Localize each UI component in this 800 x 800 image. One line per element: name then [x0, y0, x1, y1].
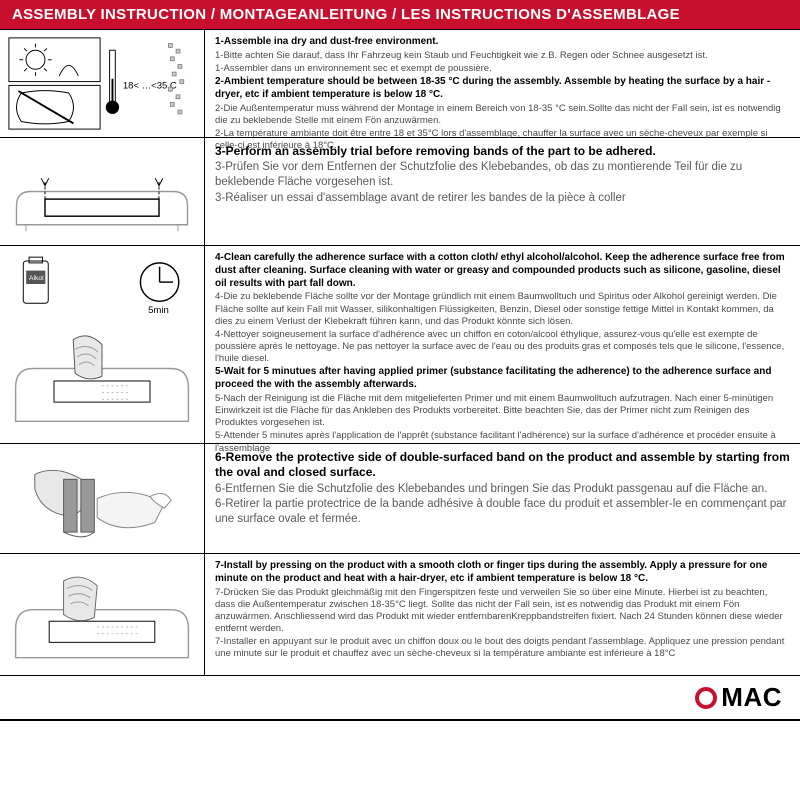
- instruction-line: 3-Réaliser un essai d'assemblage avant d…: [215, 191, 790, 206]
- instruction-line: 1-Assemble ina dry and dust-free environ…: [215, 36, 790, 49]
- instruction-line: 6-Retirer la partie protectrice de la ba…: [215, 497, 790, 526]
- instruction-row: 18< …<35 C 1-Assemble ina dry and dust-f…: [0, 30, 800, 138]
- instruction-row: 6-Remove the protective side of double-s…: [0, 444, 800, 554]
- instruction-row: Alkol 5min 4-Clean carefully the adheren…: [0, 246, 800, 444]
- instruction-line: 4-Clean carefully the adherence surface …: [215, 252, 790, 290]
- brand-logo: MAC: [695, 682, 782, 713]
- instruction-thumb: [0, 554, 205, 675]
- svg-text:Alkol: Alkol: [29, 275, 44, 282]
- instruction-text: 3-Perform an assembly trial before remov…: [205, 138, 800, 245]
- instruction-row: 7-Install by pressing on the product wit…: [0, 554, 800, 676]
- instruction-thumb: [0, 138, 205, 245]
- instruction-line: 4-Nettoyer soigneusement la surface d'ad…: [215, 329, 790, 365]
- header-title: ASSEMBLY INSTRUCTION / MONTAGEANLEITUNG …: [12, 6, 680, 23]
- instruction-text: 4-Clean carefully the adherence surface …: [205, 246, 800, 443]
- svg-text:5min: 5min: [148, 305, 169, 316]
- instruction-line: 3-Prüfen Sie vor dem Entfernen der Schut…: [215, 160, 790, 189]
- instruction-line: 1-Bitte achten Sie darauf, dass Ihr Fahr…: [215, 50, 790, 62]
- logo-text: MAC: [721, 682, 782, 713]
- instruction-thumb: Alkol 5min: [0, 246, 205, 443]
- footer: MAC: [0, 676, 800, 717]
- instruction-line: 3-Perform an assembly trial before remov…: [215, 144, 790, 159]
- instruction-line: 2-Ambient temperature should be between …: [215, 76, 790, 102]
- instruction-line: 5-Wait for 5 minutues after having appli…: [215, 366, 790, 392]
- instruction-rows: 18< …<35 C 1-Assemble ina dry and dust-f…: [0, 29, 800, 676]
- instruction-line: 5-Nach der Reinigung ist die Fläche mit …: [215, 393, 790, 429]
- instruction-row: 3-Perform an assembly trial before remov…: [0, 138, 800, 246]
- instruction-thumb: 18< …<35 C: [0, 30, 205, 137]
- instruction-text: 7-Install by pressing on the product wit…: [205, 554, 800, 675]
- logo-circle-icon: [695, 687, 717, 709]
- instruction-line: 4-Die zu beklebende Fläche sollte vor de…: [215, 291, 790, 327]
- header-bar: ASSEMBLY INSTRUCTION / MONTAGEANLEITUNG …: [0, 0, 800, 29]
- instruction-line: 1-Assembler dans un environnement sec et…: [215, 63, 790, 75]
- instruction-line: 6-Remove the protective side of double-s…: [215, 450, 790, 481]
- instruction-line: 6-Entfernen Sie die Schutzfolie des Kleb…: [215, 482, 790, 497]
- instruction-line: 2-Die Außentemperatur muss während der M…: [215, 103, 790, 127]
- instruction-text: 1-Assemble ina dry and dust-free environ…: [205, 30, 800, 137]
- instruction-line: 7-Installer en appuyant sur le produit a…: [215, 636, 790, 660]
- instruction-text: 6-Remove the protective side of double-s…: [205, 444, 800, 553]
- instruction-thumb: [0, 444, 205, 553]
- footer-divider: [0, 719, 800, 721]
- instruction-line: 7-Install by pressing on the product wit…: [215, 560, 790, 586]
- instruction-line: 7-Drücken Sie das Produkt gleichmäßig mi…: [215, 587, 790, 636]
